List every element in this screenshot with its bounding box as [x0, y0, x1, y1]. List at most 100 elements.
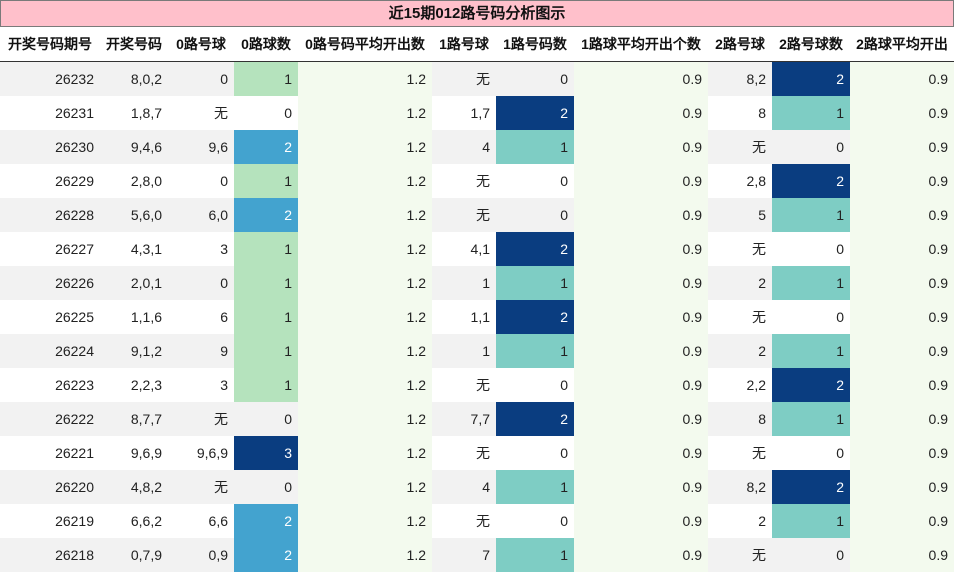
col-header-route2-avg: 2路球平均开出: [850, 27, 954, 62]
cell-route1-count: 1: [496, 266, 574, 300]
cell-issue: 26226: [0, 266, 100, 300]
cell-route1-balls: 无: [432, 62, 496, 97]
cell-numbers: 8,0,2: [100, 62, 168, 97]
cell-route2-count: 0: [772, 130, 850, 164]
cell-route1-avg: 0.9: [574, 402, 708, 436]
cell-route1-avg: 0.9: [574, 368, 708, 402]
cell-route0-avg: 1.2: [298, 164, 432, 198]
cell-route2-balls: 2,2: [708, 368, 772, 402]
cell-route1-avg: 0.9: [574, 198, 708, 232]
cell-route1-avg: 0.9: [574, 96, 708, 130]
cell-route1-avg: 0.9: [574, 164, 708, 198]
cell-route0-avg: 1.2: [298, 130, 432, 164]
cell-route0-avg: 1.2: [298, 504, 432, 538]
cell-route2-balls: 8,2: [708, 62, 772, 97]
cell-route2-avg: 0.9: [850, 436, 954, 470]
cell-issue: 26222: [0, 402, 100, 436]
cell-route2-avg: 0.9: [850, 470, 954, 504]
cell-route2-balls: 无: [708, 300, 772, 334]
cell-route0-count: 0: [234, 470, 298, 504]
cell-route1-count: 0: [496, 368, 574, 402]
col-header-route1-count: 1路号码数: [496, 27, 574, 62]
cell-route0-balls: 6: [168, 300, 234, 334]
cell-route2-count: 0: [772, 300, 850, 334]
cell-issue: 26228: [0, 198, 100, 232]
cell-route0-avg: 1.2: [298, 62, 432, 97]
cell-route0-avg: 1.2: [298, 96, 432, 130]
col-header-issue: 开奖号码期号: [0, 27, 100, 62]
cell-route2-avg: 0.9: [850, 402, 954, 436]
cell-route1-count: 0: [496, 62, 574, 97]
cell-route0-count: 1: [234, 62, 298, 97]
cell-route1-avg: 0.9: [574, 538, 708, 572]
cell-route2-balls: 无: [708, 436, 772, 470]
cell-route2-balls: 无: [708, 538, 772, 572]
cell-route2-count: 2: [772, 368, 850, 402]
cell-issue: 26219: [0, 504, 100, 538]
cell-route0-avg: 1.2: [298, 198, 432, 232]
cell-route2-balls: 8,2: [708, 470, 772, 504]
cell-route1-balls: 4: [432, 470, 496, 504]
route-analysis-table: 开奖号码期号 开奖号码 0路号球 0路球数 0路号码平均开出数 1路号球 1路号…: [0, 27, 954, 572]
cell-route0-avg: 1.2: [298, 470, 432, 504]
cell-route0-balls: 0: [168, 62, 234, 97]
cell-route0-count: 1: [234, 232, 298, 266]
cell-route1-balls: 7: [432, 538, 496, 572]
cell-route2-count: 1: [772, 334, 850, 368]
cell-route0-count: 2: [234, 504, 298, 538]
cell-route2-avg: 0.9: [850, 368, 954, 402]
cell-route2-count: 1: [772, 198, 850, 232]
cell-route1-balls: 1: [432, 266, 496, 300]
col-header-route0-count: 0路球数: [234, 27, 298, 62]
cell-numbers: 1,1,6: [100, 300, 168, 334]
col-header-route0-avg: 0路号码平均开出数: [298, 27, 432, 62]
cell-route1-count: 0: [496, 198, 574, 232]
cell-route2-avg: 0.9: [850, 266, 954, 300]
cell-route0-count: 2: [234, 198, 298, 232]
cell-route2-count: 1: [772, 266, 850, 300]
cell-route2-balls: 2: [708, 266, 772, 300]
cell-issue: 26230: [0, 130, 100, 164]
cell-route2-count: 2: [772, 164, 850, 198]
cell-route2-avg: 0.9: [850, 232, 954, 266]
cell-route0-avg: 1.2: [298, 334, 432, 368]
cell-issue: 26223: [0, 368, 100, 402]
cell-route2-avg: 0.9: [850, 538, 954, 572]
cell-route2-count: 2: [772, 62, 850, 97]
cell-issue: 26231: [0, 96, 100, 130]
col-header-route1-balls: 1路号球: [432, 27, 496, 62]
cell-route1-count: 1: [496, 130, 574, 164]
cell-route0-balls: 3: [168, 232, 234, 266]
cell-numbers: 8,7,7: [100, 402, 168, 436]
cell-route0-balls: 9: [168, 334, 234, 368]
cell-route1-count: 1: [496, 334, 574, 368]
cell-route2-balls: 5: [708, 198, 772, 232]
sheet-title: 近15期012路号码分析图示: [0, 0, 954, 27]
cell-route2-count: 1: [772, 96, 850, 130]
cell-route0-balls: 0: [168, 266, 234, 300]
col-header-route0-balls: 0路号球: [168, 27, 234, 62]
cell-route1-balls: 无: [432, 368, 496, 402]
cell-route1-balls: 无: [432, 436, 496, 470]
cell-issue: 26227: [0, 232, 100, 266]
cell-route1-count: 1: [496, 538, 574, 572]
cell-route0-balls: 无: [168, 96, 234, 130]
cell-route2-avg: 0.9: [850, 164, 954, 198]
cell-route0-count: 0: [234, 402, 298, 436]
cell-route2-count: 0: [772, 436, 850, 470]
cell-route0-avg: 1.2: [298, 266, 432, 300]
cell-route1-count: 2: [496, 402, 574, 436]
cell-issue: 26220: [0, 470, 100, 504]
cell-issue: 26218: [0, 538, 100, 572]
cell-route2-avg: 0.9: [850, 96, 954, 130]
cell-route1-avg: 0.9: [574, 504, 708, 538]
cell-route0-balls: 无: [168, 402, 234, 436]
